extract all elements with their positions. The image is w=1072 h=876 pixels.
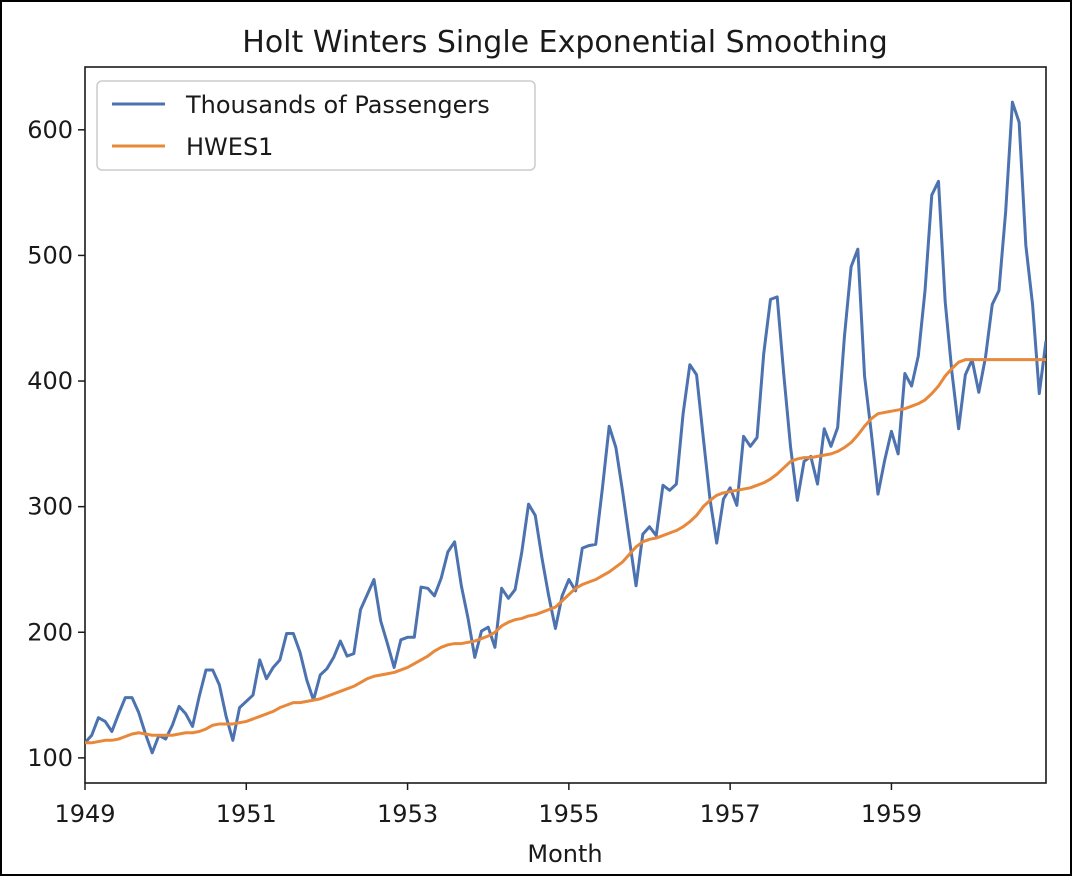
- series-line-2: [85, 358, 1046, 745]
- y-tick-label: 300: [27, 493, 73, 521]
- legend-label-2: HWES1: [186, 133, 273, 161]
- y-axis: 100 200 300 400 500 600: [27, 116, 85, 772]
- plot-area: [84, 66, 1047, 784]
- y-tick-label: 200: [27, 618, 73, 646]
- x-tick-label: 1953: [377, 800, 438, 828]
- x-tick-label: 1959: [861, 800, 922, 828]
- legend-box: [96, 80, 536, 171]
- legend-label-1: Thousands of Passengers: [185, 91, 490, 119]
- y-tick-label: 600: [27, 116, 73, 144]
- y-tick-label: 100: [27, 744, 73, 772]
- x-tick-label: 1951: [216, 800, 277, 828]
- x-axis: 1949 1951 1953 1955 1957 1959: [54, 783, 922, 828]
- x-axis-label: Month: [527, 840, 602, 868]
- y-tick-label: 500: [27, 241, 73, 269]
- x-tick-label: 1957: [700, 800, 761, 828]
- y-tick-label: 400: [27, 367, 73, 395]
- legend: Thousands of Passengers HWES1: [96, 80, 536, 171]
- x-tick-label: 1949: [54, 800, 115, 828]
- chart-title: Holt Winters Single Exponential Smoothin…: [242, 25, 887, 60]
- x-tick-label: 1955: [538, 800, 599, 828]
- plot-frame: [84, 66, 1047, 784]
- series-line-1: [85, 100, 1046, 755]
